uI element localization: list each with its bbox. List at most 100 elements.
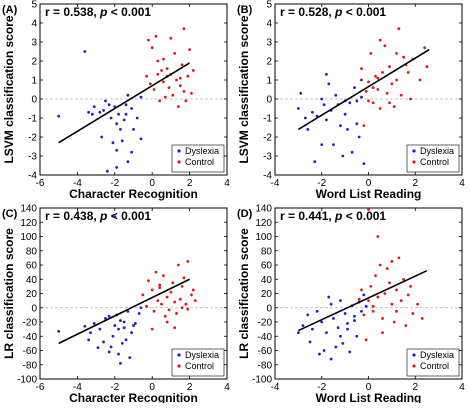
data-point-dyslexia — [343, 112, 347, 116]
data-point-dyslexia — [355, 99, 359, 103]
data-point-control — [169, 290, 173, 294]
data-point-dyslexia — [107, 350, 111, 354]
data-point-dyslexia — [117, 112, 120, 116]
x-tick-label: 2 — [412, 178, 418, 189]
data-point-dyslexia — [104, 99, 107, 103]
data-point-control — [162, 274, 165, 278]
data-point-dyslexia — [87, 338, 91, 342]
legend-label-dyslexia: Dyslexia — [420, 350, 454, 360]
stat-prefix: r = 0.528, — [280, 5, 335, 19]
data-point-control — [162, 57, 165, 61]
x-axis-label: Character Recognition — [69, 391, 198, 403]
correlation-stat: r = 0.538, p < 0.001 — [45, 5, 151, 19]
data-point-dyslexia — [133, 322, 137, 325]
data-point-control — [388, 281, 391, 285]
legend-label-dyslexia: Dyslexia — [185, 350, 219, 360]
data-point-dyslexia — [120, 341, 124, 345]
data-point-dyslexia — [124, 112, 128, 116]
data-point-control — [158, 286, 162, 290]
data-point-control — [156, 59, 160, 63]
data-point-control — [173, 300, 177, 304]
legend-box — [406, 348, 460, 377]
y-tick-label: -100 — [252, 375, 272, 386]
data-point-dyslexia — [334, 93, 338, 97]
panel-label: (C) — [2, 208, 18, 220]
data-point-control — [397, 27, 401, 31]
data-point-dyslexia — [130, 107, 134, 110]
data-point-control — [425, 65, 429, 69]
x-tick-label: -4 — [73, 178, 82, 189]
data-point-dyslexia — [325, 72, 328, 76]
data-point-control — [371, 101, 375, 105]
regression-line — [297, 48, 430, 131]
data-point-control — [152, 88, 156, 91]
data-point-dyslexia — [296, 331, 300, 335]
data-point-dyslexia — [348, 101, 352, 105]
panel-label: (A) — [2, 4, 18, 16]
correlation-stat: r = 0.528, p < 0.001 — [280, 5, 386, 19]
data-point-control — [186, 74, 190, 78]
data-point-control — [162, 80, 165, 84]
x-tick-label: -2 — [110, 178, 119, 189]
y-tick-label: 100 — [20, 232, 37, 243]
series-control — [360, 27, 429, 127]
data-point-dyslexia — [117, 327, 120, 331]
data-point-control — [390, 302, 394, 306]
x-tick-label: 4 — [459, 382, 465, 393]
data-point-control — [175, 78, 178, 82]
series-control — [145, 27, 195, 108]
data-point-dyslexia — [303, 116, 307, 120]
y-tick-label: 0 — [266, 303, 272, 314]
data-point-dyslexia — [353, 314, 356, 318]
data-point-control — [190, 91, 193, 95]
data-point-dyslexia — [122, 326, 126, 330]
legend-marker-control — [412, 160, 416, 164]
x-tick-label: 0 — [149, 178, 155, 189]
data-point-dyslexia — [104, 317, 107, 320]
stat-prefix: r = 0.438, — [45, 209, 100, 223]
data-point-control — [178, 297, 182, 301]
x-tick-label: 4 — [459, 178, 465, 189]
data-point-dyslexia — [137, 312, 141, 315]
data-point-dyslexia — [320, 143, 324, 147]
data-point-control — [148, 82, 152, 86]
x-tick-label: -6 — [36, 178, 45, 189]
data-point-control — [369, 284, 373, 288]
data-point-control — [392, 320, 396, 324]
data-point-dyslexia — [308, 340, 312, 344]
legend-marker-control — [412, 364, 416, 368]
data-point-control — [158, 283, 162, 287]
data-point-dyslexia — [353, 319, 356, 322]
data-point-dyslexia — [334, 345, 338, 349]
x-tick-label: -2 — [110, 382, 119, 393]
data-point-control — [392, 105, 396, 108]
data-point-control — [165, 295, 169, 299]
data-point-dyslexia — [329, 357, 333, 361]
x-axis-label: Word List Reading — [316, 391, 422, 403]
stat-p: p — [99, 209, 107, 223]
y-tick-label: -4 — [263, 171, 272, 182]
data-point-control — [371, 309, 375, 313]
data-point-dyslexia — [325, 118, 328, 122]
data-point-dyslexia — [353, 86, 356, 89]
data-point-control — [395, 309, 398, 313]
data-point-dyslexia — [113, 215, 117, 218]
data-point-control — [165, 320, 169, 324]
data-point-dyslexia — [301, 324, 305, 327]
panel-label: (B) — [237, 4, 253, 16]
data-point-dyslexia — [313, 160, 317, 164]
x-tick-label: -4 — [73, 382, 82, 393]
stat-p: p — [334, 209, 342, 223]
data-point-control — [409, 97, 412, 101]
data-point-control — [182, 90, 186, 93]
data-point-control — [156, 72, 160, 76]
data-point-dyslexia — [128, 356, 132, 360]
y-tick-label: 3 — [31, 38, 37, 49]
y-tick-label: 3 — [266, 38, 272, 49]
y-axis-label: LR classification score — [237, 228, 251, 359]
data-point-dyslexia — [100, 135, 104, 139]
y-tick-label: 20 — [26, 289, 38, 300]
data-point-dyslexia — [339, 334, 342, 338]
y-tick-label: 0 — [31, 95, 37, 106]
